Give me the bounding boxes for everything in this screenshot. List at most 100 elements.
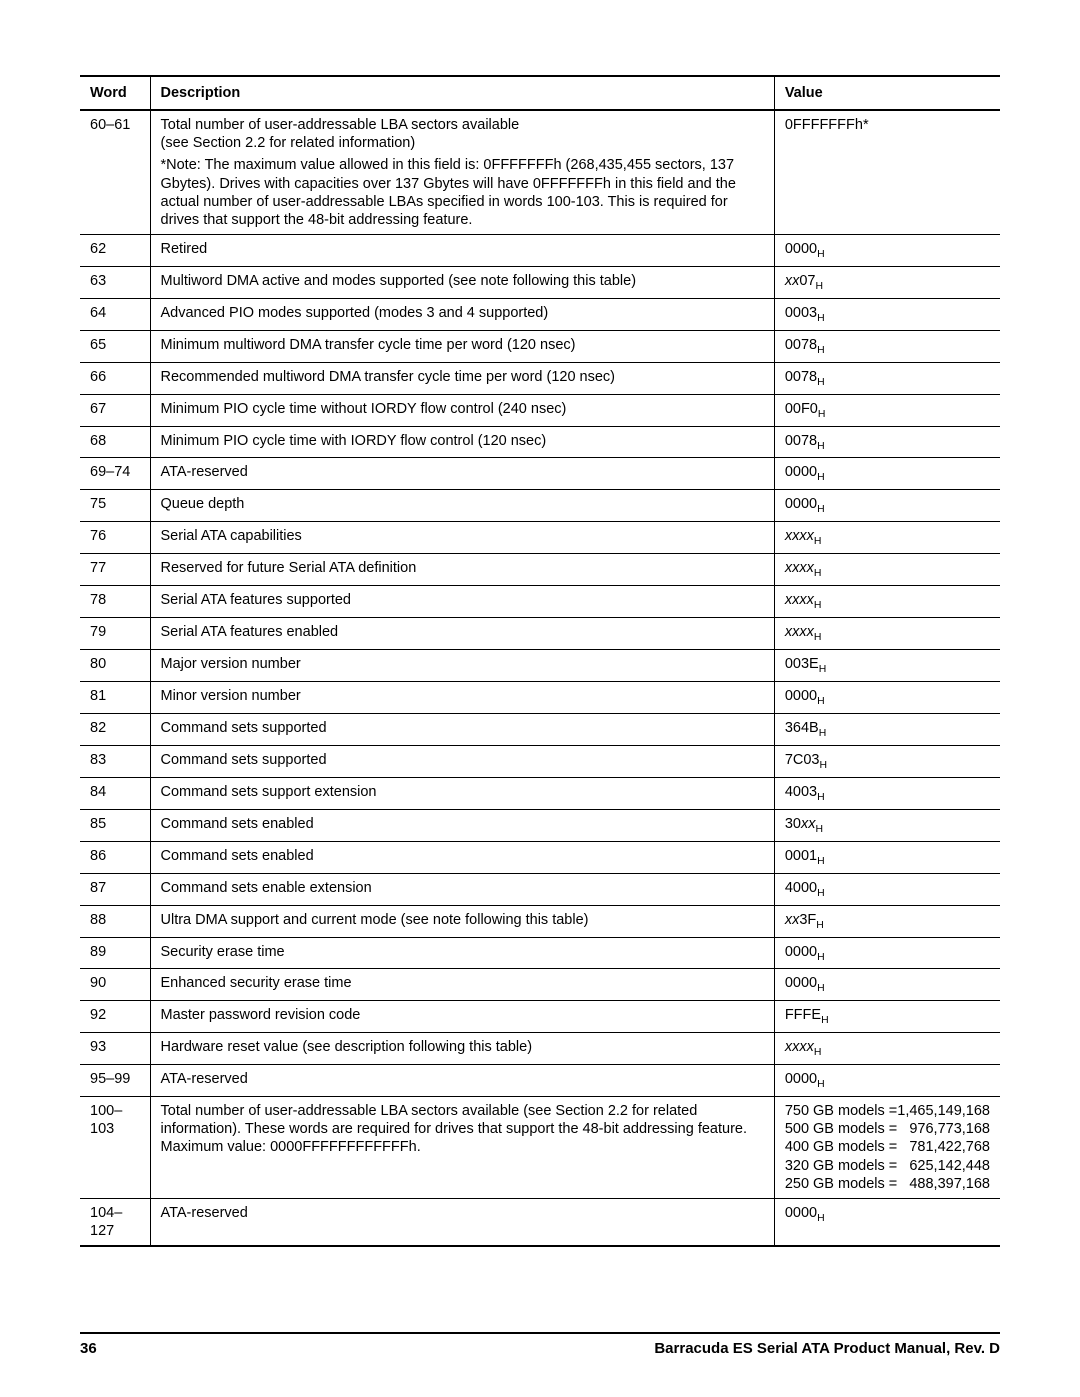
cell-word: 89 <box>80 937 150 969</box>
desc-sub: (see Section 2.2 for related information… <box>161 134 764 152</box>
desc-main: Serial ATA capabilities <box>161 527 764 545</box>
spec-table: Word Description Value 60–61 Total number… <box>80 75 1000 1247</box>
cell-word: 69–74 <box>80 458 150 490</box>
cell-word: 75 <box>80 490 150 522</box>
cell-word: 79 <box>80 618 150 650</box>
cell-value: 7C03H <box>774 745 1000 777</box>
table-row: 95–99ATA-reserved0000H <box>80 1065 1000 1097</box>
desc-main: Minimum PIO cycle time with IORDY flow c… <box>161 432 764 450</box>
page: Word Description Value 60–61 Total number… <box>0 0 1080 1397</box>
cell-desc: Total number of user-addressable LBA sec… <box>150 1097 774 1199</box>
cell-desc: Reserved for future Serial ATA definitio… <box>150 554 774 586</box>
table-row: 104–127ATA-reserved0000H <box>80 1198 1000 1246</box>
table-row: 83 Command sets supported 7C03H <box>80 745 1000 777</box>
cell-desc: Command sets enabled <box>150 809 774 841</box>
cell-word: 90 <box>80 969 150 1001</box>
desc-main: Major version number <box>161 655 764 673</box>
cell-word: 65 <box>80 330 150 362</box>
cell-value: 0000H <box>774 1065 1000 1097</box>
cell-desc: Serial ATA capabilities <box>150 522 774 554</box>
header-value: Value <box>774 76 1000 110</box>
cell-desc: ATA-reserved <box>150 458 774 490</box>
cell-word: 60–61 <box>80 110 150 234</box>
cell-word: 67 <box>80 394 150 426</box>
table-row: 75 Queue depth 0000H <box>80 490 1000 522</box>
cell-word: 63 <box>80 266 150 298</box>
cell-word: 64 <box>80 298 150 330</box>
table-row: 77Reserved for future Serial ATA definit… <box>80 554 1000 586</box>
cell-value: 0000H <box>774 234 1000 266</box>
desc-main: Minimum multiword DMA transfer cycle tim… <box>161 336 764 354</box>
cell-word: 80 <box>80 650 150 682</box>
cell-desc: Minimum multiword DMA transfer cycle tim… <box>150 330 774 362</box>
cell-value: 0000H <box>774 682 1000 714</box>
cell-word: 86 <box>80 841 150 873</box>
desc-main: Serial ATA features enabled <box>161 623 764 641</box>
desc-main: ATA-reserved <box>161 1070 764 1088</box>
cell-word: 77 <box>80 554 150 586</box>
value-line: 320 GB models =625,142,448 <box>785 1157 990 1175</box>
table-row: 67Minimum PIO cycle time without IORDY f… <box>80 394 1000 426</box>
cell-word: 62 <box>80 234 150 266</box>
table-body: 60–61 Total number of user-addressable LB… <box>80 110 1000 1246</box>
desc-main: Total number of user-addressable LBA sec… <box>161 116 764 134</box>
desc-main: Command sets enabled <box>161 815 764 833</box>
desc-main: Command sets enabled <box>161 847 764 865</box>
cell-desc: Minimum PIO cycle time with IORDY flow c… <box>150 426 774 458</box>
desc-main: Minor version number <box>161 687 764 705</box>
cell-desc: Recommended multiword DMA transfer cycle… <box>150 362 774 394</box>
desc-main: Retired <box>161 240 764 258</box>
cell-word: 92 <box>80 1001 150 1033</box>
desc-main: Queue depth <box>161 495 764 513</box>
table-row: 84Command sets support extension4003H <box>80 777 1000 809</box>
cell-word: 83 <box>80 745 150 777</box>
cell-word: 66 <box>80 362 150 394</box>
cell-desc: Multiword DMA active and modes supported… <box>150 266 774 298</box>
table-row: 100–103Total number of user-addressable … <box>80 1097 1000 1199</box>
cell-desc: Minor version number <box>150 682 774 714</box>
table-row: 69–74ATA-reserved0000H <box>80 458 1000 490</box>
cell-value: 364BH <box>774 713 1000 745</box>
cell-desc: Command sets support extension <box>150 777 774 809</box>
cell-word: 88 <box>80 905 150 937</box>
cell-desc: Serial ATA features supported <box>150 586 774 618</box>
table-row: 85Command sets enabled30xxH <box>80 809 1000 841</box>
desc-main: Total number of user-addressable LBA sec… <box>161 1102 764 1156</box>
cell-desc: Command sets enable extension <box>150 873 774 905</box>
desc-main: Serial ATA features supported <box>161 591 764 609</box>
table-row: 90Enhanced security erase time0000H <box>80 969 1000 1001</box>
cell-desc: Total number of user-addressable LBA sec… <box>150 110 774 234</box>
cell-value: xx07H <box>774 266 1000 298</box>
table-row: 65 Minimum multiword DMA transfer cycle t… <box>80 330 1000 362</box>
desc-main: Advanced PIO modes supported (modes 3 an… <box>161 304 764 322</box>
table-row: 92Master password revision codeFFFEH <box>80 1001 1000 1033</box>
cell-value: 0078H <box>774 362 1000 394</box>
cell-value: xxxxH <box>774 618 1000 650</box>
table-row: 62 Retired 0000H <box>80 234 1000 266</box>
desc-main: ATA-reserved <box>161 463 764 481</box>
header-word: Word <box>80 76 150 110</box>
desc-main: Hardware reset value (see description fo… <box>161 1038 764 1056</box>
cell-value: 0000H <box>774 490 1000 522</box>
table-row: 63Multiword DMA active and modes support… <box>80 266 1000 298</box>
table-row: 64 Advanced PIO modes supported (modes 3 … <box>80 298 1000 330</box>
cell-value: 0FFFFFFFh* <box>774 110 1000 234</box>
table-row: 78Serial ATA features supportedxxxxH <box>80 586 1000 618</box>
cell-desc: Security erase time <box>150 937 774 969</box>
header-desc: Description <box>150 76 774 110</box>
cell-value: 0000H <box>774 937 1000 969</box>
cell-word: 81 <box>80 682 150 714</box>
cell-word: 104–127 <box>80 1198 150 1246</box>
cell-word: 76 <box>80 522 150 554</box>
desc-main: Recommended multiword DMA transfer cycle… <box>161 368 764 386</box>
table-row: 93Hardware reset value (see description … <box>80 1033 1000 1065</box>
desc-main: Ultra DMA support and current mode (see … <box>161 911 764 929</box>
table-row: 66 Recommended multiword DMA transfer cyc… <box>80 362 1000 394</box>
desc-main: Command sets supported <box>161 719 764 737</box>
cell-desc: Hardware reset value (see description fo… <box>150 1033 774 1065</box>
cell-value: 30xxH <box>774 809 1000 841</box>
cell-value: 0078H <box>774 330 1000 362</box>
desc-main: Security erase time <box>161 943 764 961</box>
cell-desc: Command sets supported <box>150 713 774 745</box>
desc-main: Command sets supported <box>161 751 764 769</box>
